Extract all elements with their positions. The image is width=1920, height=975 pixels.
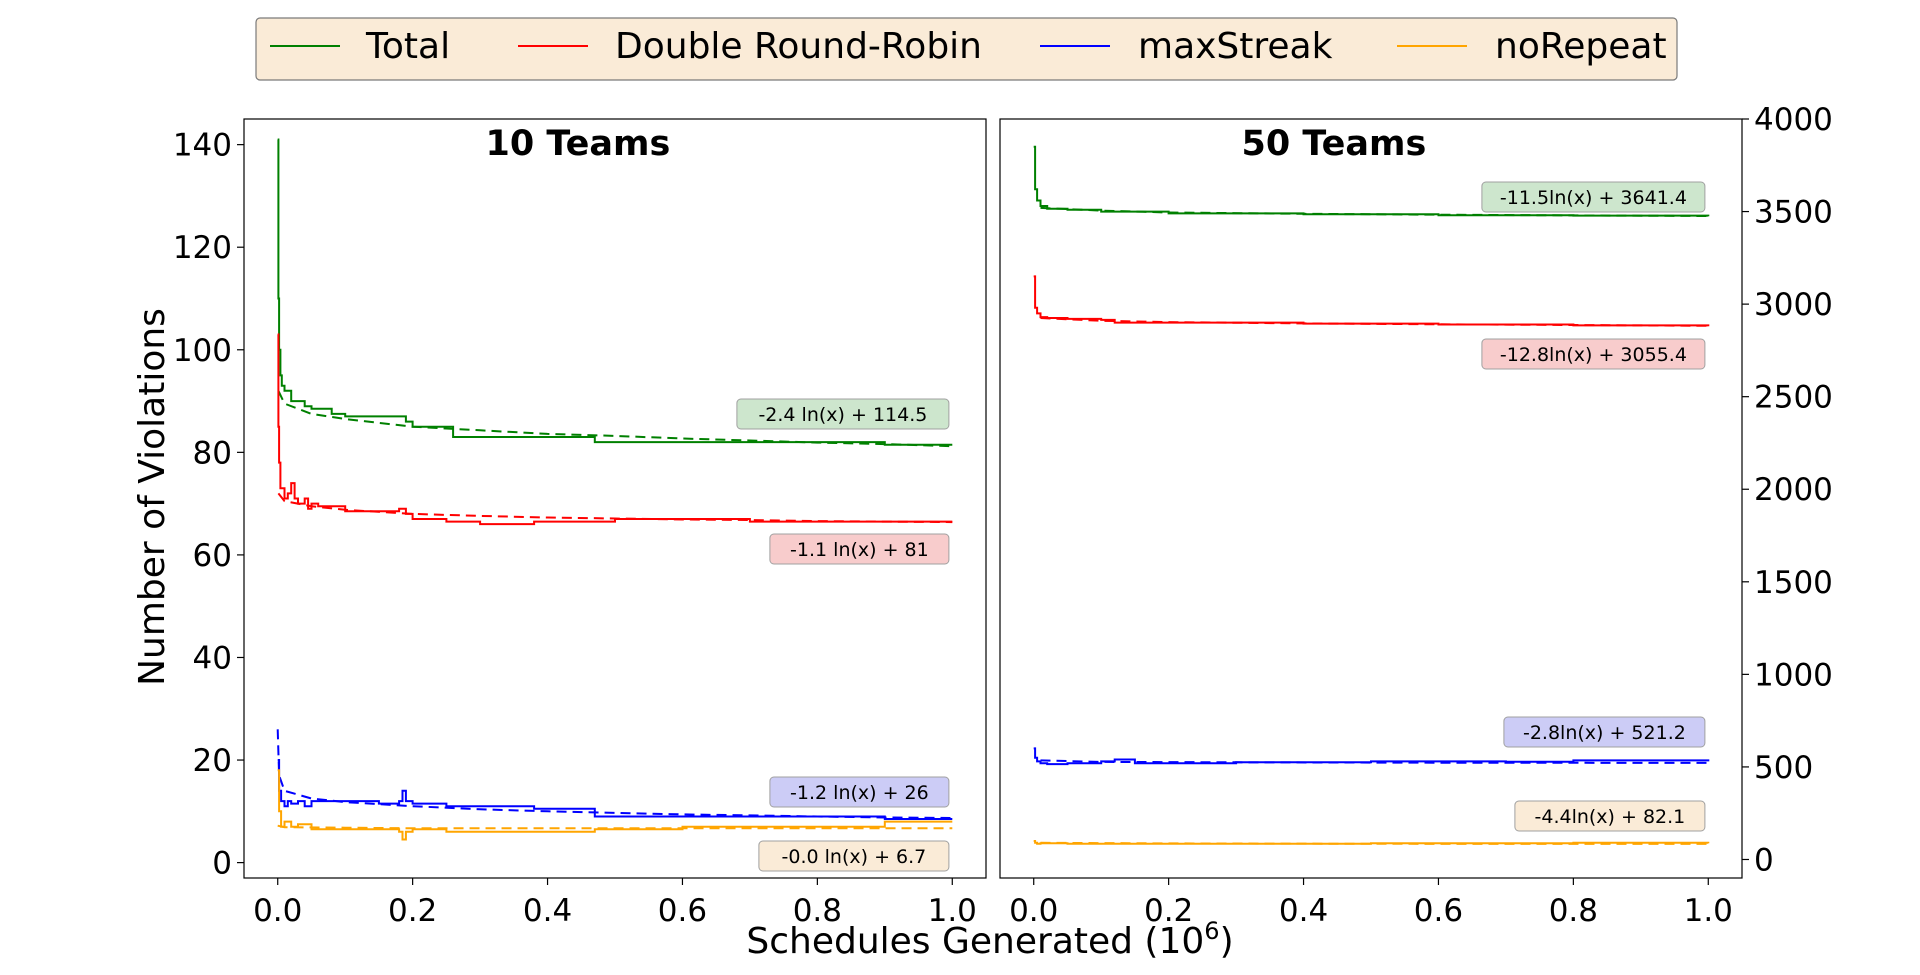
y-tick-label: 2000 [1754,472,1833,508]
legend-box [255,17,1678,81]
legend-entry-maxstreak: maxStreak [1040,26,1333,67]
fit-label-norepeat: -4.4ln(x) + 82.1 [1514,800,1706,832]
fit-label-box [1514,800,1706,832]
fit-label-text: -1.2 ln(x) + 26 [790,782,929,804]
y-tick-label: 80 [193,435,232,471]
y-tick-label: 1000 [1754,657,1833,693]
series-line-total [1033,145,1710,217]
legend-entry-total: Total [270,26,450,67]
y-tick-label: 1500 [1754,565,1833,601]
fit-label-box [1503,716,1706,748]
fit-label-text: -11.5ln(x) + 3641.4 [1500,187,1687,209]
fit-label-box [758,840,950,872]
fit-label-total: -11.5ln(x) + 3641.4 [1481,181,1706,213]
y-tick-label: 20 [193,743,232,779]
x-axis-label-superscript: 6 [1204,917,1219,945]
x-tick-label: 0.0 [253,893,302,929]
y-tick-label: 100 [173,333,232,369]
plot-frame [243,118,987,879]
legend-label-double-round-robin: Double Round-Robin [615,26,982,67]
legend-entry-norepeat: noRepeat [1397,26,1667,67]
y-tick-label: 0 [212,846,232,882]
fit-label-text: -2.8ln(x) + 521.2 [1523,722,1686,744]
fit-label-box [736,398,950,430]
x-tick-label: 0.0 [1009,893,1058,929]
plot-frame [999,118,1743,879]
fit-label-total: -2.4 ln(x) + 114.5 [736,398,950,430]
fit-label-text: -2.4 ln(x) + 114.5 [758,404,927,426]
legend-label-maxstreak: maxStreak [1138,26,1333,67]
x-tick-label: 0.2 [1144,893,1193,929]
fit-line-norepeat [277,824,953,830]
series-line-double-round-robin [1033,275,1710,327]
x-tick-label: 1.0 [928,893,977,929]
panel-title-10-teams: 10 Teams [486,124,671,164]
x-axis-label-text: Schedules Generated (10 [746,921,1204,962]
panel-title-50-teams: 50 Teams [1242,124,1427,164]
fit-label-box [769,776,950,808]
x-tick-label: 0.6 [1414,893,1463,929]
fit-label-maxstreak: -2.8ln(x) + 521.2 [1503,716,1706,748]
x-axis-label-close: ) [1220,921,1234,962]
y-tick-label: 500 [1754,750,1813,786]
series-line-maxstreak [1033,747,1710,766]
fit-line-total [1040,206,1709,217]
fit-label-text: -0.0 ln(x) + 6.7 [782,846,927,868]
fit-label-box [1481,181,1706,213]
fit-line-maxstreak [276,729,953,819]
legend: Total Double Round-Robin maxStreak noRep… [255,17,1678,81]
fit-label-double-round-robin: -1.1 ln(x) + 81 [769,533,950,565]
fit-label-text: -12.8ln(x) + 3055.4 [1500,344,1687,366]
series-line-norepeat [277,769,953,841]
y-tick-label: 120 [173,230,232,266]
legend-label-total: Total [365,26,450,67]
y-tick-label: 60 [193,538,232,574]
x-tick-label: 0.6 [658,893,707,929]
fit-label-maxstreak: -1.2 ln(x) + 26 [769,776,950,808]
y-tick-label: 0 [1754,842,1774,878]
y-axis-label: Number of Violations [132,308,173,686]
fit-line-norepeat [1040,841,1709,845]
legend-entry-double-round-robin: Double Round-Robin [518,26,982,67]
fit-line-maxstreak [1040,759,1709,764]
fit-label-box [1481,338,1706,370]
x-tick-label: 0.8 [1549,893,1598,929]
x-tick-label: 0.8 [793,893,842,929]
fit-line-total [277,390,953,448]
fit-line-double-round-robin [277,492,953,524]
fit-label-box [769,533,950,565]
fit-label-norepeat: -0.0 ln(x) + 6.7 [758,840,950,872]
legend-label-norepeat: noRepeat [1495,26,1667,67]
y-tick-label: 3000 [1754,287,1833,323]
y-tick-label: 2500 [1754,380,1833,416]
fit-line-double-round-robin [1040,317,1709,327]
x-tick-label: 1.0 [1684,893,1733,929]
fit-label-text: -4.4ln(x) + 82.1 [1535,806,1686,828]
x-axis-label: Schedules Generated (106) [746,917,1233,962]
panel-50-teams: 0.0 0.2 0.4 0.6 0.8 1.0 0 500 1000 1500 2000 2500 30… [999,102,1833,929]
x-tick-label: 0.4 [523,893,572,929]
y-tick-label: 140 [173,128,232,164]
x-tick-label: 0.2 [388,893,437,929]
x-tick-label: 0.4 [1279,893,1328,929]
y-tick-label: 4000 [1754,102,1833,138]
fit-label-text: -1.1 ln(x) + 81 [790,539,929,561]
fit-label-double-round-robin: -12.8ln(x) + 3055.4 [1481,338,1706,370]
series-line-maxstreak [277,759,953,820]
series-line-total [277,138,953,446]
series-line-double-round-robin [277,333,953,526]
y-tick-label: 3500 [1754,195,1833,231]
y-tick-label: 40 [193,640,232,676]
panel-10-teams: 0.0 0.2 0.4 0.6 0.8 1.0 0 20 40 60 80 100 120 140 10 T… [173,118,987,929]
